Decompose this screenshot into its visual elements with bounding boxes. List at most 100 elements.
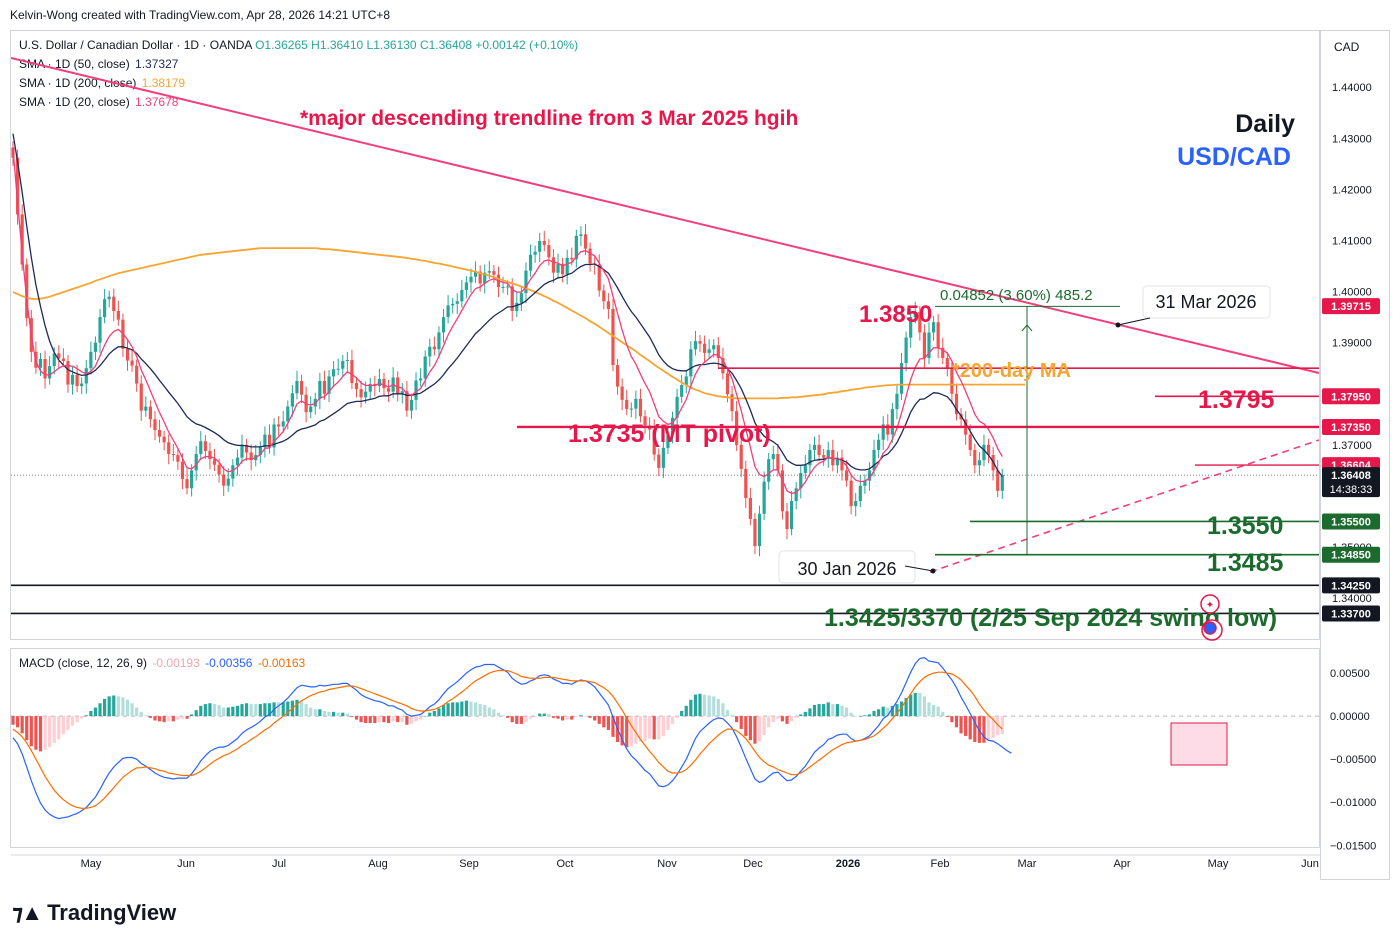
candle-body [570, 257, 574, 260]
macd-hist-bar [139, 711, 143, 717]
tradingview-brand[interactable]: ⁊▲ TradingView [12, 900, 176, 926]
candle [771, 445, 775, 470]
candle [441, 308, 446, 343]
macd-hist-bar [258, 704, 262, 717]
price-tag-label: 1.33700 [1331, 608, 1371, 620]
candle-body [103, 299, 107, 318]
candle-body [428, 346, 432, 357]
macd-hist-bar [643, 716, 647, 742]
macd-hist-bar [423, 716, 427, 717]
candle [66, 354, 70, 393]
macd-hist-bar [574, 716, 578, 718]
tradingview-logo-icon: ⁊▲ [12, 900, 43, 925]
sma200-legend[interactable]: SMA · 1D (200, close) 1.38179 [19, 76, 185, 90]
price-tag-label: 1.35500 [1331, 516, 1371, 528]
macd-hist-bar [29, 716, 33, 747]
candle-body [112, 296, 116, 311]
candle [451, 297, 455, 314]
candle-body [25, 264, 29, 319]
macd-hist-bar [185, 716, 189, 719]
candle-body [986, 444, 991, 456]
macd-hist-bar [89, 710, 93, 717]
macd-hist-bar [602, 716, 606, 728]
macd-hist-bar [776, 716, 780, 719]
macd-hist-bar [194, 710, 198, 717]
candle-body [89, 351, 93, 369]
candle [460, 279, 464, 308]
candle [336, 358, 340, 376]
candle-body [48, 366, 52, 379]
price-tick-label: 1.37000 [1332, 440, 1372, 452]
price-axis[interactable] [1320, 30, 1390, 880]
candle [936, 314, 940, 358]
price-panel[interactable] [10, 30, 1320, 640]
macd-hist-bar [121, 697, 125, 717]
callout-31-mar [1115, 285, 1271, 328]
x-tick-label: Feb [931, 858, 950, 870]
macd-hist-bar [267, 703, 272, 717]
candle [194, 445, 198, 481]
sma20-legend[interactable]: SMA · 1D (20, close) 1.37678 [19, 95, 178, 109]
candle [877, 433, 881, 459]
candle-body [753, 518, 757, 547]
candle-body [167, 442, 171, 455]
macd-hist-bar [52, 716, 56, 743]
callout-point-icon [930, 568, 936, 574]
callout-point-icon [1115, 322, 1121, 328]
candle-body [725, 373, 730, 395]
macd-hist-bar [606, 716, 610, 730]
candle [405, 380, 409, 417]
macd-hist-bar [217, 704, 221, 717]
macd-hist-bar [931, 704, 936, 717]
symbol-name[interactable]: U.S. Dollar / Canadian Dollar · 1D · OAN… [19, 38, 252, 52]
macd-hist-value: -0.00193 [152, 656, 200, 670]
candle-body [812, 444, 817, 450]
x-tick-label: Jun [1301, 858, 1319, 870]
candle [583, 224, 588, 255]
candle [753, 512, 757, 555]
candle-body [455, 301, 459, 304]
candle-body [716, 345, 720, 358]
price-tick-label: 1.42000 [1332, 184, 1372, 196]
candle [38, 352, 43, 376]
macd-panel[interactable] [10, 648, 1320, 848]
chart-title: Daily [1235, 110, 1295, 138]
macd-hist-bar [336, 712, 340, 717]
candle-body [75, 374, 79, 387]
candle [986, 438, 991, 464]
candle [386, 379, 391, 402]
candle [107, 290, 111, 308]
macd-hist-bar [208, 703, 212, 717]
candle-body [84, 368, 88, 384]
candle [290, 385, 294, 417]
candle-body [423, 356, 427, 379]
macd-legend[interactable]: MACD (close, 12, 26, 9) -0.00193 -0.0035… [19, 656, 305, 670]
candle-body [492, 271, 496, 275]
candle-body [982, 444, 986, 461]
currency-label[interactable]: CAD [1334, 40, 1360, 54]
ohlc-low: L1.36130 [366, 38, 417, 52]
candle-body [249, 452, 253, 461]
rising-trendline [929, 439, 1319, 573]
candle [739, 438, 743, 478]
candle [103, 289, 107, 324]
macd-hist-bar [396, 716, 400, 723]
candle-body [954, 393, 959, 415]
candle-body [478, 271, 482, 284]
candle-body [153, 419, 157, 431]
macd-hist-bar [382, 716, 386, 723]
last-price-label: 1.36408 [1331, 470, 1371, 482]
candle [973, 443, 977, 474]
candle-body [867, 470, 872, 481]
candle-body [684, 376, 688, 386]
candle-body [116, 310, 120, 320]
level-label-1-3850: 1.3850 [859, 301, 932, 328]
candle [542, 230, 546, 252]
macd-hist-bar [716, 698, 720, 717]
candle-body [877, 439, 881, 450]
candle [945, 351, 949, 377]
candle-body [556, 263, 560, 273]
candle-body [180, 461, 185, 480]
candle-body [840, 457, 844, 471]
